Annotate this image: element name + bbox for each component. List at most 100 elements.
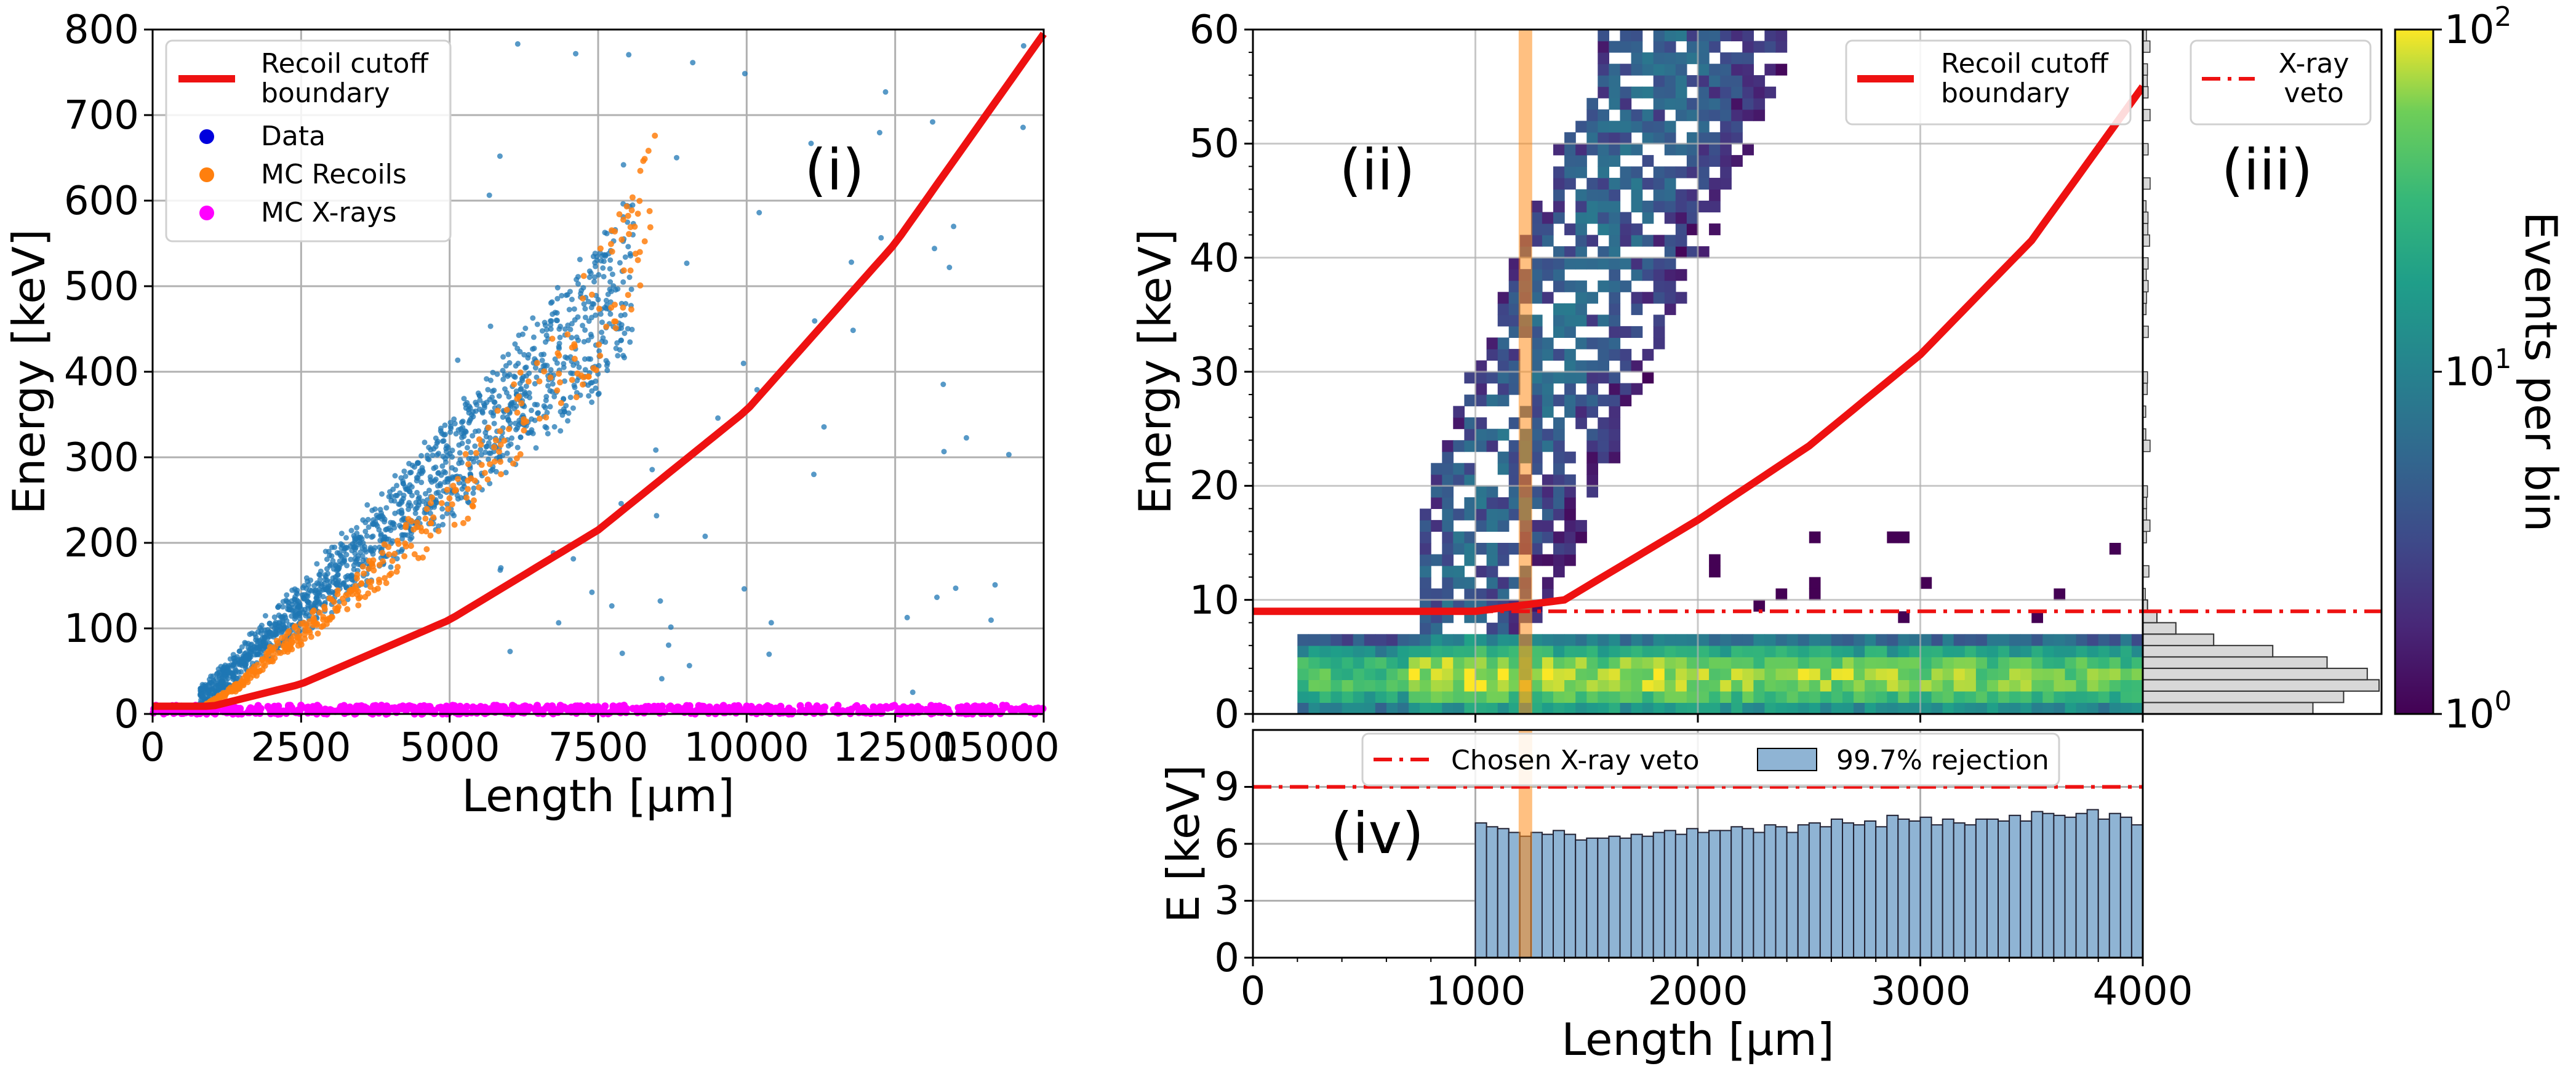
data-point [562,354,569,360]
heatmap-cell [1854,634,1865,646]
heatmap-cell [1720,75,1732,87]
data-point [449,454,455,460]
data-point [849,259,854,265]
heatmap-cell [1675,98,1687,110]
heatmap-cell [1631,292,1643,304]
mc-recoil-point [634,257,641,263]
heatmap-cell [1420,634,1431,646]
heatmap-cell [1564,634,1576,646]
data-point [358,534,364,540]
mc-recoil-point [380,558,386,564]
panel-ii-ytick-labels: 0 10 20 30 40 50 60 [1190,7,1239,737]
panel-ii-ytick: 60 [1190,7,1239,53]
heatmap-cell [1364,691,1376,703]
heatmap-cell [1431,463,1442,475]
heatmap-cell [1442,519,1454,532]
data-point [577,257,583,263]
mc-recoil-point [556,371,562,377]
data-point [580,323,586,329]
mc-recoil-point [310,607,317,614]
legend-mc-xrays-marker [199,206,214,220]
data-point [225,675,231,681]
heatmap-cell [1575,668,1587,680]
data-point [550,311,556,317]
heatmap-cell [1486,657,1498,669]
data-point [554,318,560,324]
heatmap-cell [1742,668,1754,680]
heatmap-cell [1297,668,1309,680]
heatmap-cell [1497,395,1510,407]
data-point [600,265,606,271]
data-point [506,394,512,400]
heatmap-cell [1497,497,1510,509]
panel-i-cutoff-curve [153,31,1047,710]
heatmap-cell [2087,657,2099,669]
heatmap-cell [1720,30,1732,42]
heatmap-cell [1675,143,1687,156]
heatmap-cell [1686,702,1698,715]
heatmap-cell [1653,86,1665,98]
heatmap-cell [1942,657,1954,669]
heatmap-cell [1553,451,1565,463]
heatmap-cell [1742,30,1754,42]
heatmap-cell [1609,372,1621,384]
mc-recoil-point [498,471,505,478]
data-point [589,399,595,405]
heatmap-cell [1664,246,1676,258]
heatmap-cell [1686,41,1698,53]
heatmap-cell [1431,679,1442,692]
data-point [582,367,588,373]
histogram-bar [2142,690,2345,703]
heatmap-cell [1497,668,1510,680]
heatmap-cell [1675,223,1687,236]
mc-recoil-point [389,558,396,564]
heatmap-cell [1308,679,1321,692]
data-point [596,348,602,354]
heatmap-cell [1464,668,1476,680]
heatmap-cell [1442,451,1454,463]
mc-recoil-point [636,198,643,204]
heatmap-cell [1953,668,1966,680]
heatmap-cell [2031,702,2043,715]
heatmap-cell [1420,622,1431,635]
data-point [275,604,281,610]
heatmap-cell [2076,679,2088,692]
heatmap-cell [1442,508,1454,521]
heatmap-cell [1497,348,1510,361]
heatmap-cell [1609,657,1621,669]
heatmap-cell [1486,440,1498,452]
heatmap-cell [1586,668,1598,680]
heatmap-cell [1564,223,1576,236]
data-point [294,591,300,597]
data-point [484,376,490,382]
heatmap-cell [1497,519,1510,532]
data-point [590,301,596,307]
heatmap-cell [1486,348,1498,361]
heatmap-cell [1809,634,1821,646]
heatmap-cell [1764,691,1777,703]
heatmap-cell [1609,691,1621,703]
heatmap-cell [2009,691,2021,703]
data-point [441,438,447,444]
heatmap-cell [1553,440,1565,452]
mc-recoil-point [554,350,561,356]
heatmap-cell [1553,269,1565,281]
heatmap-cell [1598,668,1609,680]
mc-recoil-point [428,520,434,526]
heatmap-cell [1731,52,1743,65]
data-point [562,378,567,384]
data-point [502,386,508,392]
heatmap-cell [1564,303,1576,315]
panel-ii-legend: Recoil cutoff boundary [1845,39,2132,126]
heatmap-cell [1442,474,1454,486]
heatmap-cell [1731,634,1743,646]
heatmap-cell [1898,657,1910,669]
mc-recoil-point [506,426,512,433]
heatmap-cell [1609,280,1621,292]
mc-recoil-point [513,455,520,462]
panel-i-points [197,41,1026,715]
mc-recoil-point [641,238,648,245]
heatmap-cell [1442,440,1454,452]
data-point [258,622,265,628]
heatmap-cell [1653,657,1665,669]
